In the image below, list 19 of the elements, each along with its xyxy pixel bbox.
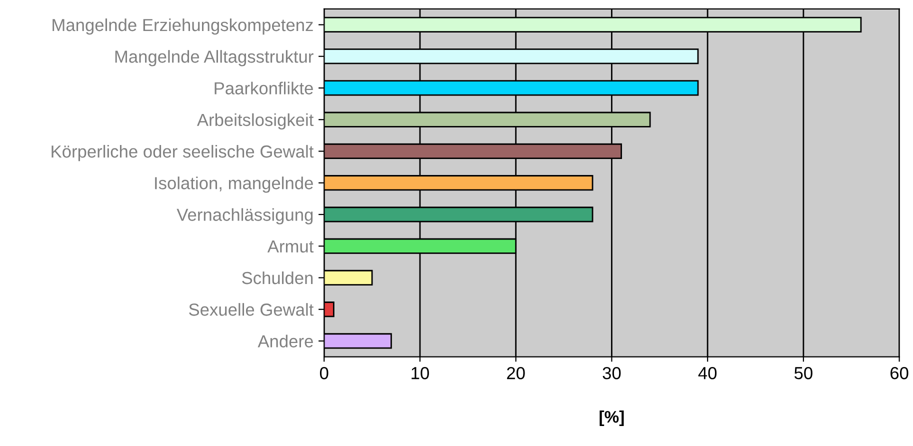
- y-tick-label: Sexuelle Gewalt: [189, 303, 314, 316]
- x-tick-label: 50: [794, 366, 812, 380]
- x-tick-label: 40: [698, 366, 717, 380]
- x-tick-label: 60: [890, 366, 908, 380]
- y-tick-label: Vernachlässigung: [176, 208, 313, 224]
- x-tick-label: 20: [507, 366, 525, 380]
- y-tick-label: Mangelnde Alltagsstruktur: [115, 50, 314, 66]
- y-tick-label: Isolation, mangelnde: [155, 176, 313, 193]
- x-tick-label: 10: [412, 366, 429, 380]
- x-axis-title: [%]: [600, 410, 624, 426]
- y-tick-label: Körperliche oder seelische Gewalt: [52, 144, 314, 162]
- y-tick-label: Arbeitslosigkeit: [196, 113, 314, 130]
- x-tick-label: 0: [320, 366, 328, 380]
- y-tick-label: Schulden: [242, 271, 313, 284]
- y-tick-label: Armut: [267, 240, 314, 253]
- y-tick-label: Paarkonflikte: [214, 82, 313, 94]
- y-tick-label: Andere: [258, 334, 313, 348]
- x-tick-label: 30: [602, 366, 621, 380]
- y-tick-label: Mangelnde Erziehungskompetenz: [52, 18, 313, 35]
